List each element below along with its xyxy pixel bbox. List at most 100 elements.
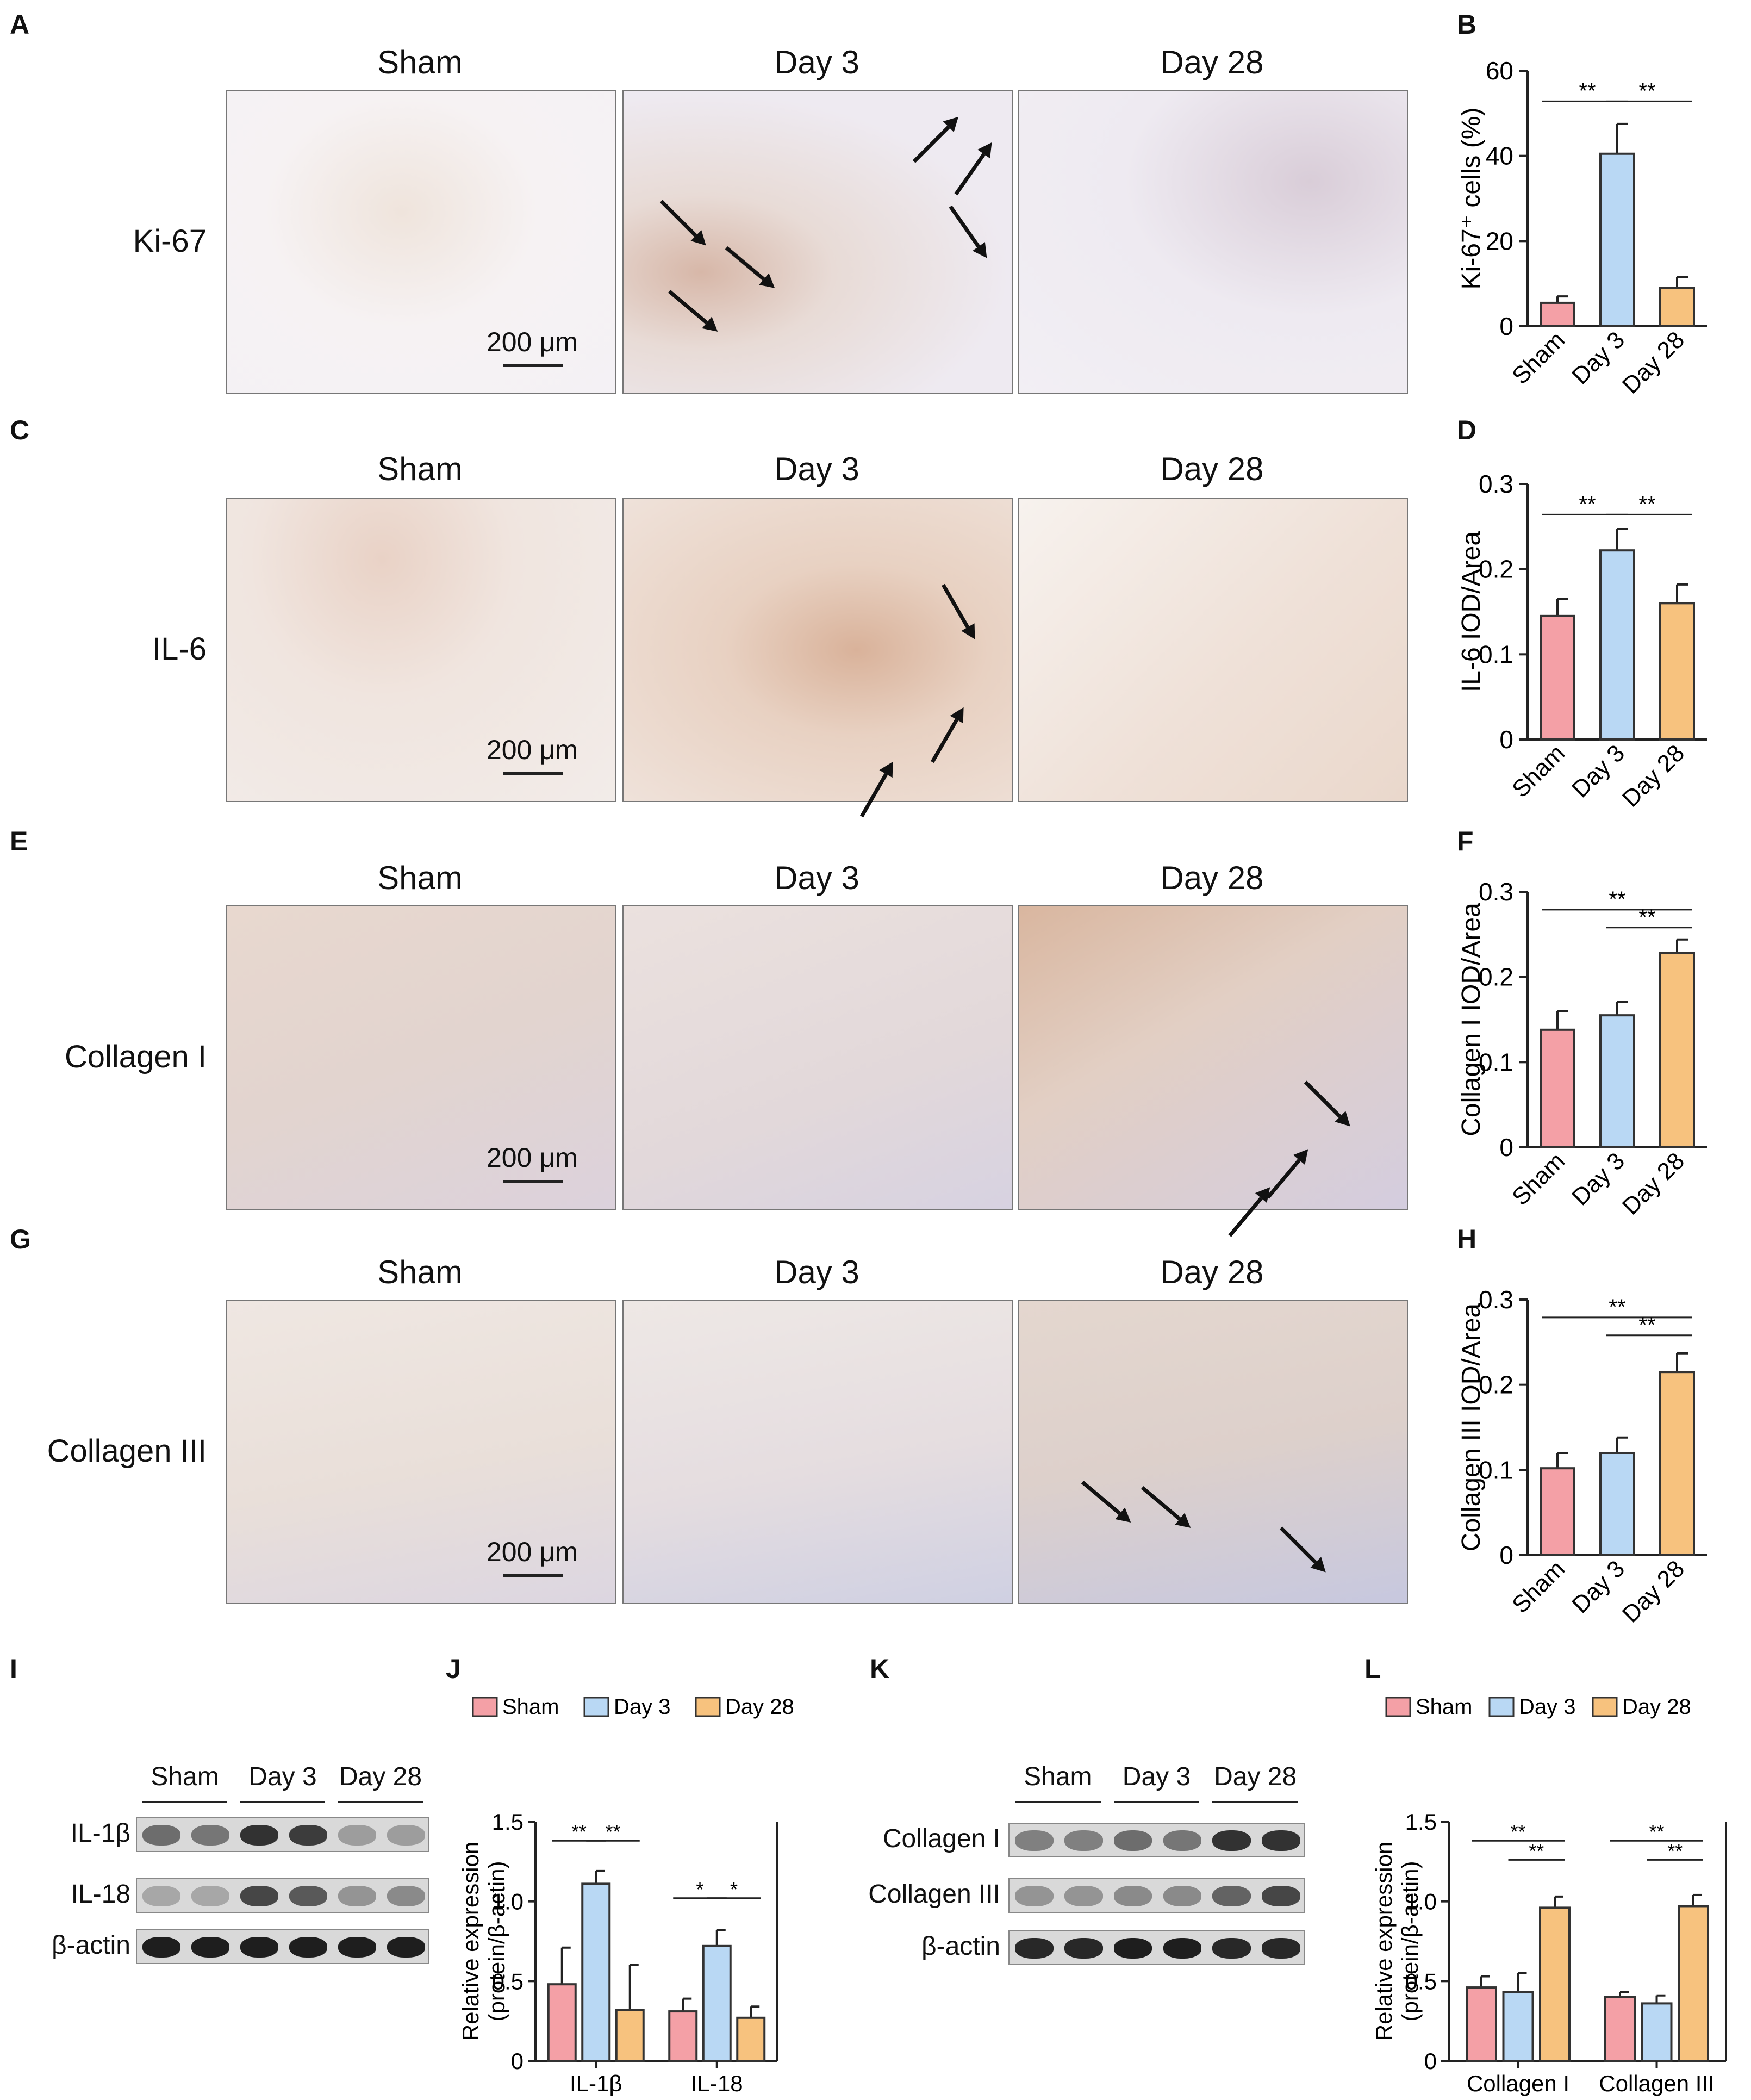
panel-letter-a: A	[10, 9, 30, 40]
scale-bar-label-collagen1: 200 μm	[487, 1142, 578, 1173]
blot-strip	[136, 1817, 429, 1852]
blot-band	[1212, 1886, 1251, 1906]
blot-group-label: Day 28	[1214, 1762, 1297, 1791]
y-axis-label: Relative expression	[1371, 1842, 1397, 2041]
legend-swatch	[1385, 1697, 1411, 1717]
y-axis-label: Ki-67⁺ cells (%)	[1457, 108, 1486, 290]
significance-label: **	[1579, 79, 1596, 103]
scale-bar-label-il6: 200 μm	[487, 735, 578, 765]
legend-label: Day 28	[725, 1695, 794, 1719]
panel-letter-h: H	[1457, 1224, 1477, 1254]
y-tick-label: 1.5	[1405, 1809, 1437, 1835]
panel-letter-k: K	[870, 1654, 890, 1684]
legend-swatch	[472, 1697, 498, 1717]
blot-group-line	[1113, 1801, 1200, 1803]
blot-band	[387, 1937, 425, 1958]
bar	[1599, 1014, 1635, 1148]
blot-row-label: Collagen III	[868, 1880, 1000, 1909]
x-tick-label: Day 28	[1617, 1147, 1690, 1220]
scale-bar-ki67	[503, 364, 563, 367]
scale-bar-label-collagen3: 200 μm	[487, 1537, 578, 1567]
blot-band	[240, 1937, 278, 1958]
bar	[736, 2016, 766, 2062]
blot-band	[338, 1937, 376, 1958]
blot-band	[191, 1886, 229, 1906]
blot-group-label: Sham	[1024, 1762, 1092, 1791]
blot-strip	[1008, 1823, 1305, 1857]
bar	[702, 1944, 732, 2062]
bar	[1540, 614, 1575, 741]
x-tick-label: Sham	[1507, 740, 1570, 803]
scale-bar-il6	[503, 772, 563, 775]
x-tick-label: Day 28	[1617, 740, 1690, 812]
group-title-ki67-2: Day 28	[1160, 44, 1264, 80]
bar	[1540, 301, 1575, 327]
blot-group-line	[1212, 1801, 1298, 1803]
y-tick-label: 1.0	[1405, 1889, 1437, 1915]
legend-label: Day 3	[614, 1695, 671, 1719]
significance-label: **	[1579, 492, 1596, 516]
y-tick-label: 1.5	[492, 1809, 524, 1835]
scale-bar-collagen3	[503, 1574, 563, 1577]
x-tick-label: Collagen III	[1599, 2071, 1714, 2096]
blot-band	[289, 1937, 327, 1958]
x-tick-label: Collagen I	[1467, 2071, 1569, 2096]
blot-strip	[1008, 1878, 1305, 1913]
group-title-collagen1-1: Day 3	[774, 860, 859, 896]
bar	[668, 2010, 698, 2062]
bar	[1599, 549, 1635, 741]
y-tick-label: 0	[1499, 312, 1513, 340]
bar	[1659, 602, 1695, 741]
y-tick-label: 0	[1499, 1541, 1513, 1569]
blot-band	[1163, 1886, 1202, 1906]
y-axis-label: Collagen I IOD/Area	[1457, 903, 1486, 1136]
bar	[1659, 952, 1695, 1149]
blot-band	[338, 1886, 376, 1906]
micrograph-collagen3-2	[1018, 1300, 1408, 1604]
micrograph-collagen1-2	[1018, 905, 1408, 1210]
bar	[1539, 1906, 1571, 2062]
blot-row-label: IL-1β	[70, 1819, 130, 1848]
x-tick-label: Day 28	[1617, 1555, 1690, 1627]
scale-bar-label-ki67: 200 μm	[487, 327, 578, 357]
bar	[1540, 1028, 1575, 1148]
y-tick-label: 0.2	[1479, 1371, 1513, 1399]
group-title-collagen1-2: Day 28	[1160, 860, 1264, 896]
y-tick-label: 0	[511, 2048, 524, 2074]
blot-band	[1212, 1938, 1251, 1959]
y-tick-label: 0.1	[1479, 1456, 1513, 1484]
group-title-ki67-0: Sham	[377, 44, 463, 80]
blot-band	[1113, 1886, 1152, 1906]
blot-band	[1064, 1938, 1103, 1959]
y-axis-label-unit: (protein/β-actin)	[1397, 1861, 1423, 2022]
y-tick-label: 0.5	[492, 1968, 524, 1994]
blot-row-label: Collagen I	[882, 1824, 1000, 1853]
row-label-il6: IL-6	[152, 631, 207, 667]
blot-group-line	[240, 1801, 325, 1803]
blot-row-label: IL-18	[71, 1880, 130, 1909]
blot-band	[240, 1825, 278, 1846]
chart-j-il: 0 0.5 1.0 1.5 Relative expression (protein/β-…	[458, 1695, 794, 2096]
blot-band	[387, 1825, 425, 1846]
x-tick-label: IL-1β	[570, 2071, 622, 2096]
y-axis-label-unit: (protein/β-actin)	[484, 1861, 509, 2022]
group-title-il6-1: Day 3	[774, 451, 859, 487]
legend: Sham Day 3 Day 28	[472, 1695, 794, 1719]
blot-band	[1262, 1886, 1300, 1906]
y-tick-label: 0	[1499, 725, 1513, 754]
bar	[581, 1882, 611, 2062]
group-title-collagen3-2: Day 28	[1160, 1254, 1264, 1290]
y-tick-label: 0	[1499, 1133, 1513, 1161]
x-tick-label: Sham	[1507, 1555, 1570, 1618]
blot-strip	[136, 1929, 429, 1964]
legend-label: Day 28	[1622, 1695, 1691, 1719]
x-tick-label: IL-18	[691, 2071, 743, 2096]
legend-swatch	[1592, 1697, 1618, 1717]
significance-label: **	[1649, 1821, 1664, 1843]
blot-band	[1212, 1830, 1251, 1851]
micrograph-il6-2	[1018, 498, 1408, 802]
significance-label: **	[1667, 1840, 1683, 1862]
bar	[1599, 1452, 1635, 1556]
y-tick-label: 0.2	[1479, 555, 1513, 583]
